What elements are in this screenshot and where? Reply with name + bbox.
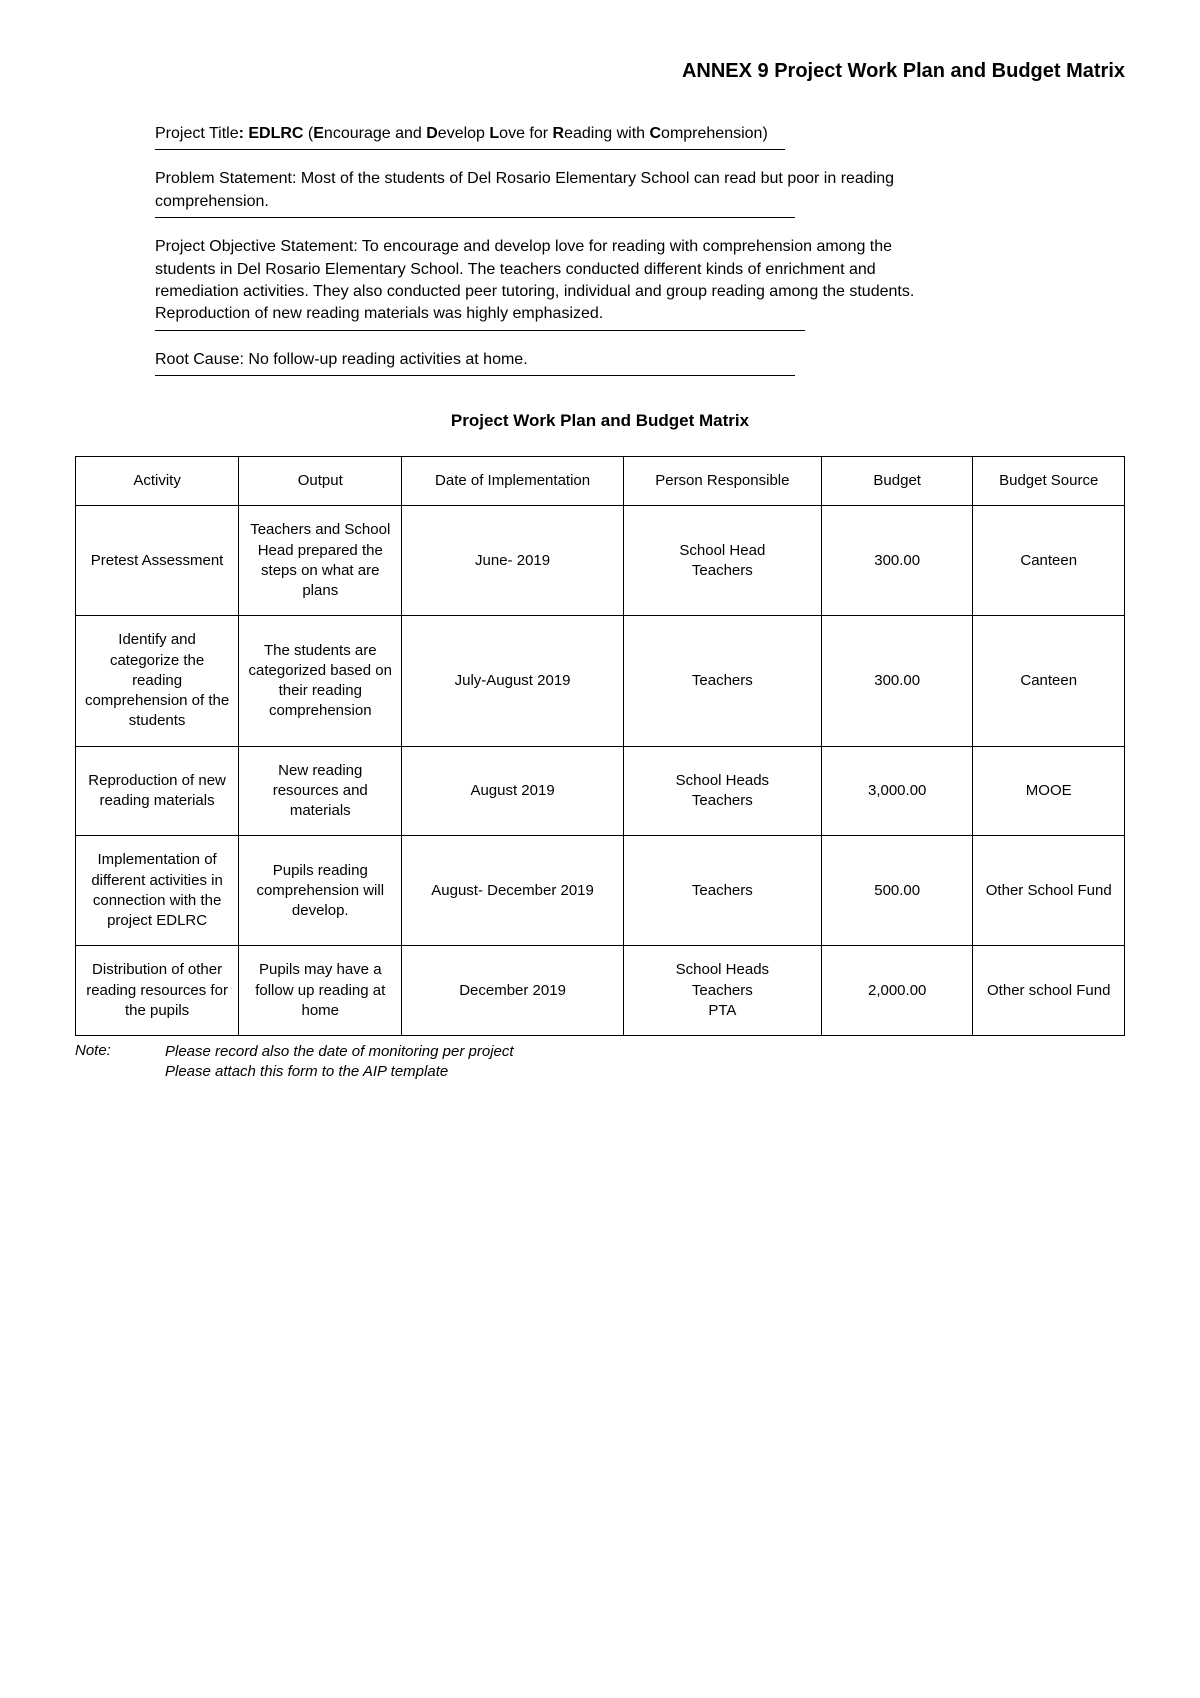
cell-source: Other school Fund: [973, 946, 1125, 1036]
content-section: Project Title: EDLRC (Encourage and Deve…: [75, 123, 1125, 376]
note-line-2: Please attach this form to the AIP templ…: [165, 1062, 514, 1082]
cell-date: August 2019: [402, 746, 623, 836]
cell-date: June- 2019: [402, 506, 623, 616]
pt-r0: ncourage and: [324, 125, 426, 142]
cell-source: Canteen: [973, 506, 1125, 616]
divider: [155, 217, 795, 218]
col-budget: Budget: [821, 457, 973, 506]
col-date: Date of Implementation: [402, 457, 623, 506]
cell-person: Teachers: [623, 616, 821, 746]
note-block: Note: Please record also the date of mon…: [75, 1042, 1125, 1083]
cell-activity: Distribution of other reading resources …: [76, 946, 239, 1036]
divider: [155, 330, 805, 331]
pt-r3: eading with: [564, 125, 649, 142]
table-row: Distribution of other reading resources …: [76, 946, 1125, 1036]
cell-activity: Identify and categorize the reading comp…: [76, 616, 239, 746]
cell-source: Other School Fund: [973, 836, 1125, 946]
cell-date: August- December 2019: [402, 836, 623, 946]
table-row: Implementation of different activities i…: [76, 836, 1125, 946]
annex-header: ANNEX 9 Project Work Plan and Budget Mat…: [75, 60, 1125, 83]
budget-matrix-table: Activity Output Date of Implementation P…: [75, 456, 1125, 1036]
note-label: Note:: [75, 1042, 165, 1083]
root-cause-block: Root Cause: No follow-up reading activit…: [155, 349, 935, 376]
project-title-block: Project Title: EDLRC (Encourage and Deve…: [155, 123, 935, 150]
cell-output: The students are categorized based on th…: [239, 616, 402, 746]
cell-activity: Implementation of different activities i…: [76, 836, 239, 946]
project-title-code: : EDLRC: [239, 125, 308, 142]
cell-person: School HeadsTeachers: [623, 746, 821, 836]
divider: [155, 149, 785, 150]
cell-budget: 2,000.00: [821, 946, 973, 1036]
cell-date: July-August 2019: [402, 616, 623, 746]
pt-b0: E: [313, 125, 324, 142]
objective-statement-label: Project Objective Statement:: [155, 238, 362, 255]
table-title: Project Work Plan and Budget Matrix: [75, 411, 1125, 431]
cell-budget: 500.00: [821, 836, 973, 946]
cell-date: December 2019: [402, 946, 623, 1036]
cell-source: Canteen: [973, 616, 1125, 746]
cell-output: New reading resources and materials: [239, 746, 402, 836]
cell-output: Pupils may have a follow up reading at h…: [239, 946, 402, 1036]
project-title-prefix: Project Title: [155, 125, 239, 142]
cell-activity: Pretest Assessment: [76, 506, 239, 616]
cell-budget: 300.00: [821, 506, 973, 616]
table-row: Pretest AssessmentTeachers and School He…: [76, 506, 1125, 616]
objective-statement-block: Project Objective Statement: To encourag…: [155, 236, 935, 331]
problem-statement-label: Problem Statement:: [155, 170, 301, 187]
pt-b1: D: [426, 125, 438, 142]
problem-statement-block: Problem Statement: Most of the students …: [155, 168, 935, 218]
table-row: Reproduction of new reading materialsNew…: [76, 746, 1125, 836]
note-line-1: Please record also the date of monitorin…: [165, 1042, 514, 1062]
cell-budget: 300.00: [821, 616, 973, 746]
root-cause-label: Root Cause:: [155, 351, 248, 368]
divider: [155, 375, 795, 376]
col-person: Person Responsible: [623, 457, 821, 506]
pt-r2: ove for: [499, 125, 552, 142]
pt-b4: C: [649, 125, 661, 142]
cell-person: Teachers: [623, 836, 821, 946]
table-row: Identify and categorize the reading comp…: [76, 616, 1125, 746]
col-source: Budget Source: [973, 457, 1125, 506]
cell-activity: Reproduction of new reading materials: [76, 746, 239, 836]
cell-budget: 3,000.00: [821, 746, 973, 836]
pt-r4: omprehension): [661, 125, 768, 142]
cell-source: MOOE: [973, 746, 1125, 836]
cell-output: Teachers and School Head prepared the st…: [239, 506, 402, 616]
cell-person: School HeadsTeachersPTA: [623, 946, 821, 1036]
note-lines: Please record also the date of monitorin…: [165, 1042, 514, 1083]
pt-b3: R: [553, 125, 565, 142]
col-output: Output: [239, 457, 402, 506]
col-activity: Activity: [76, 457, 239, 506]
table-header-row: Activity Output Date of Implementation P…: [76, 457, 1125, 506]
cell-person: School HeadTeachers: [623, 506, 821, 616]
pt-r1: evelop: [438, 125, 490, 142]
pt-b2: L: [489, 125, 499, 142]
cell-output: Pupils reading comprehension will develo…: [239, 836, 402, 946]
root-cause-text: No follow-up reading activities at home.: [248, 351, 527, 368]
